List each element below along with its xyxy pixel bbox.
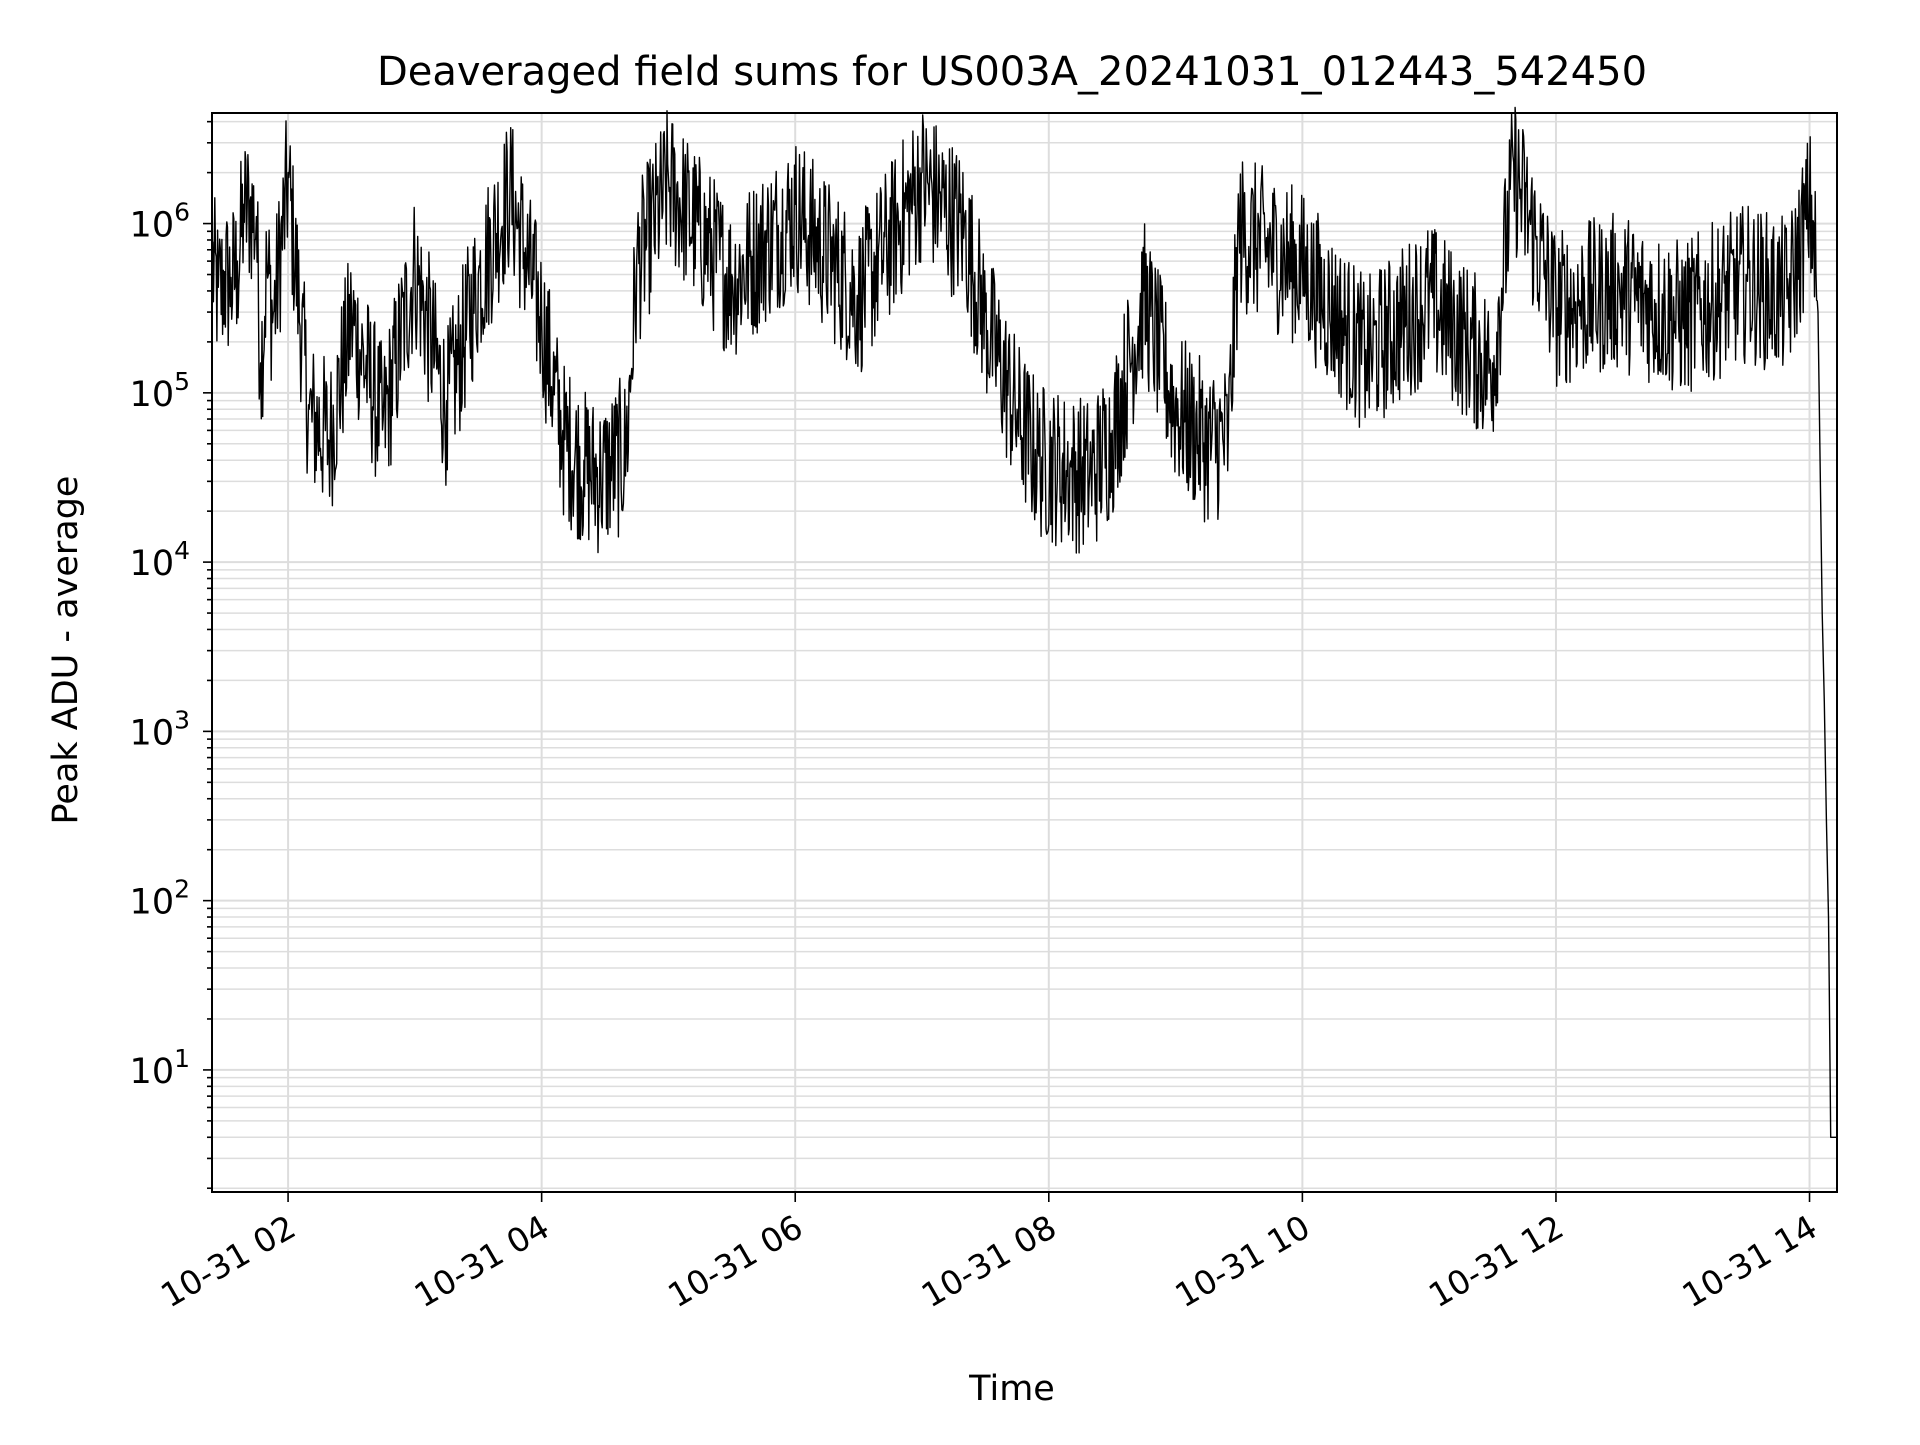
x-axis-label: Time — [968, 1369, 1055, 1409]
y-tick-label: 103 — [130, 705, 190, 753]
y-tick-label: 102 — [130, 875, 190, 923]
chart-title: Deaveraged field sums for US003A_2024103… — [377, 49, 1647, 95]
y-tick-label: 106 — [130, 198, 190, 246]
series-line — [211, 106, 1837, 1138]
plot-frame — [211, 112, 1838, 1193]
y-tick-label: 104 — [130, 536, 190, 584]
y-axis-label: Peak ADU - average — [46, 476, 86, 825]
y-tick-label: 105 — [130, 367, 190, 415]
grid-layer — [212, 113, 1837, 1192]
y-tick-label: 101 — [130, 1044, 190, 1092]
series-layer — [211, 106, 1837, 1138]
